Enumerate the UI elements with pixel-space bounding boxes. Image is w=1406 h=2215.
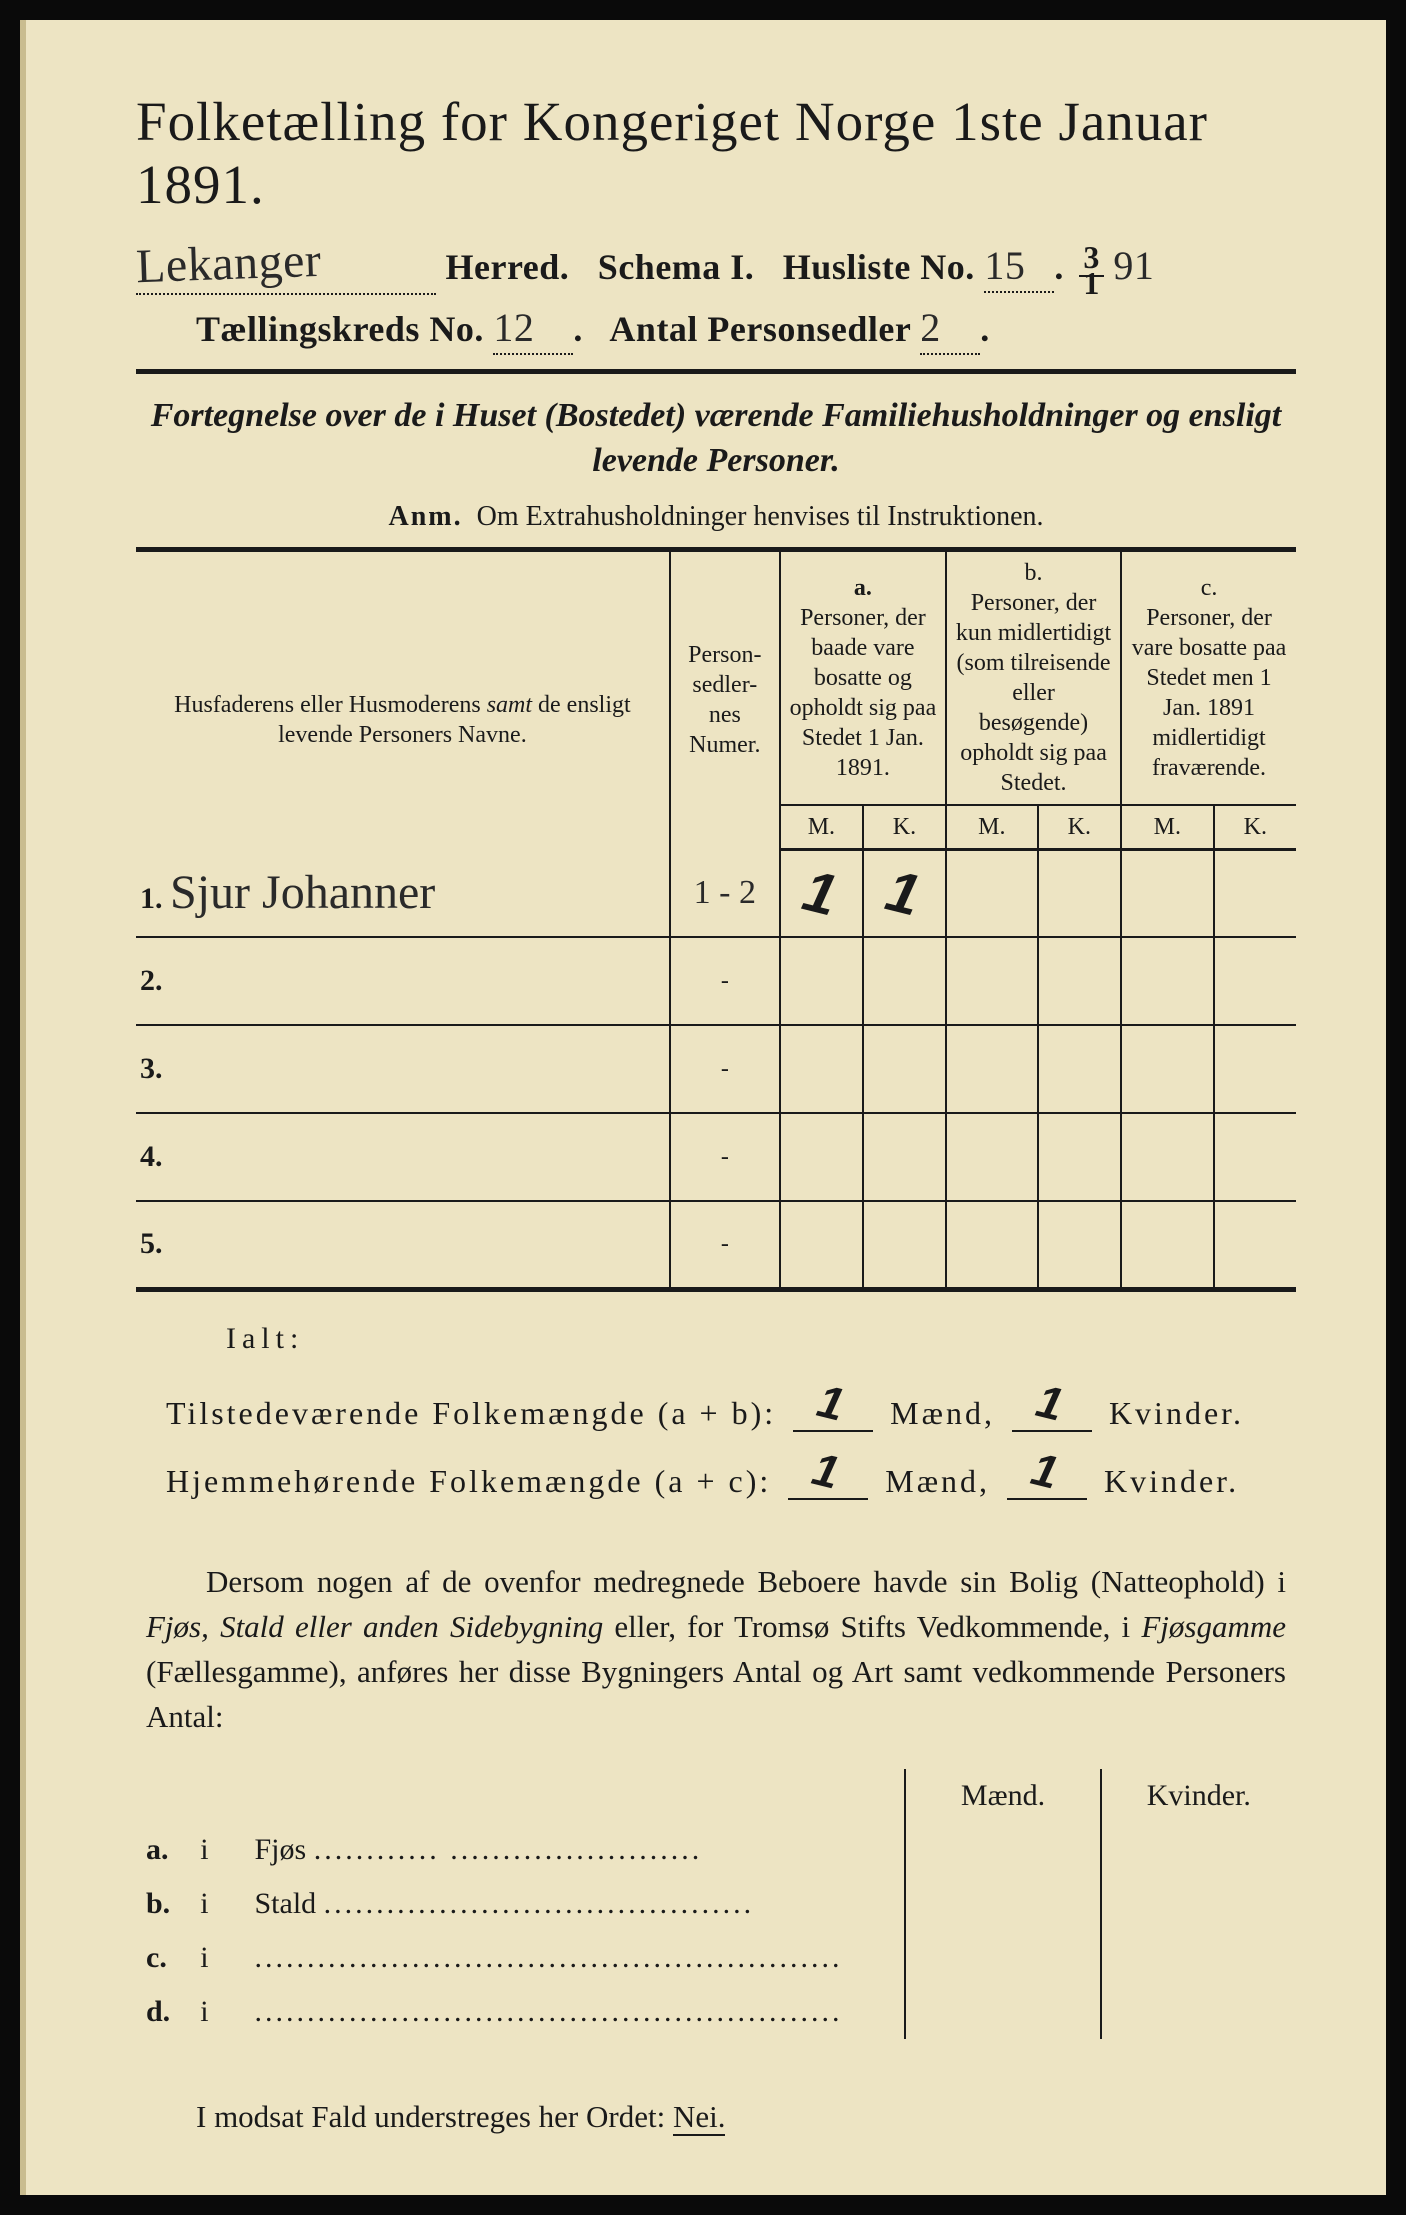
census-form-page: Folketælling for Kongeriget Norge 1ste J… bbox=[20, 20, 1386, 2195]
main-table: Husfaderens eller Husmoderens samt de en… bbox=[136, 547, 1296, 1292]
rule-1 bbox=[136, 369, 1296, 374]
header-line-2: Tællingskreds No. 12. Antal Personsedler… bbox=[136, 304, 1296, 355]
ialt-label: Ialt: bbox=[226, 1322, 1296, 1356]
table-row: 3. - bbox=[136, 1025, 1296, 1113]
table-row: 4. - bbox=[136, 1113, 1296, 1201]
totals-line-2: Hjemmehørende Folkemængde (a + c): 1 Mæn… bbox=[166, 1444, 1296, 1500]
col-a-k: K. bbox=[863, 805, 946, 850]
name-handwritten: Sjur Johanner bbox=[170, 866, 435, 919]
col-b-m: M. bbox=[946, 805, 1038, 850]
lower-paragraph: Dersom nogen af de ovenfor medregnede Be… bbox=[146, 1560, 1286, 1740]
subtitle: Fortegnelse over de i Huset (Bostedet) v… bbox=[146, 394, 1286, 482]
col-b-k: K. bbox=[1038, 805, 1121, 850]
lower-table: Mænd. Kvinder. a. i Fjøs ............ ..… bbox=[136, 1769, 1296, 2039]
lower-row: d. i ...................................… bbox=[136, 1985, 1296, 2039]
col-name-header: Husfaderens eller Husmoderens samt de en… bbox=[136, 549, 670, 849]
table-row: 5. - bbox=[136, 1201, 1296, 1289]
col-a-header: a. Personer, der baade vare bosatte og o… bbox=[780, 549, 946, 805]
herred-label: Herred. bbox=[446, 247, 570, 287]
col-c-header: c. Personer, der vare bosatte paa Stedet… bbox=[1121, 549, 1296, 805]
col-c-k: K. bbox=[1214, 805, 1296, 850]
antal-handwritten: 2 bbox=[920, 304, 941, 351]
lower-kvinder-header: Kvinder. bbox=[1101, 1769, 1296, 1823]
col-a-m: M. bbox=[780, 805, 863, 850]
lower-maend-header: Mænd. bbox=[905, 1769, 1100, 1823]
kreds-label: Tællingskreds No. bbox=[196, 309, 484, 349]
lower-row: c. i ...................................… bbox=[136, 1931, 1296, 1985]
husliste-label: Husliste No. bbox=[783, 247, 975, 287]
kreds-no-handwritten: 12 bbox=[493, 304, 534, 351]
page-title: Folketælling for Kongeriget Norge 1ste J… bbox=[136, 90, 1296, 216]
husliste-no-handwritten: 15 bbox=[984, 242, 1025, 289]
col-b-header: b. Personer, der kun midlertidigt (som t… bbox=[946, 549, 1121, 805]
date-year-handwritten: 91 bbox=[1113, 242, 1154, 289]
totals-line-1: Tilstedeværende Folkemængde (a + b): 1 M… bbox=[166, 1376, 1296, 1432]
antal-label: Antal Personsedler bbox=[609, 309, 910, 349]
date-fraction: 31 bbox=[1079, 245, 1104, 296]
herred-handwritten: Lekanger bbox=[135, 233, 322, 294]
footer-line: I modsat Fald understreges her Ordet: Ne… bbox=[196, 2099, 1296, 2135]
table-row: 2. - bbox=[136, 937, 1296, 1025]
header-line-1: Lekanger Herred. Schema I. Husliste No. … bbox=[136, 236, 1296, 296]
anm-note: Anm. Om Extrahusholdninger henvises til … bbox=[136, 501, 1296, 533]
schema-label: Schema I. bbox=[598, 247, 755, 287]
table-row: 1. Sjur Johanner 1 - 2 1 1 bbox=[136, 849, 1296, 937]
lower-row: a. i Fjøs ............ .................… bbox=[136, 1823, 1296, 1877]
col-numer-header: Person-sedler-nes Numer. bbox=[670, 549, 780, 849]
lower-row: b. i Stald .............................… bbox=[136, 1877, 1296, 1931]
col-c-m: M. bbox=[1121, 805, 1214, 850]
